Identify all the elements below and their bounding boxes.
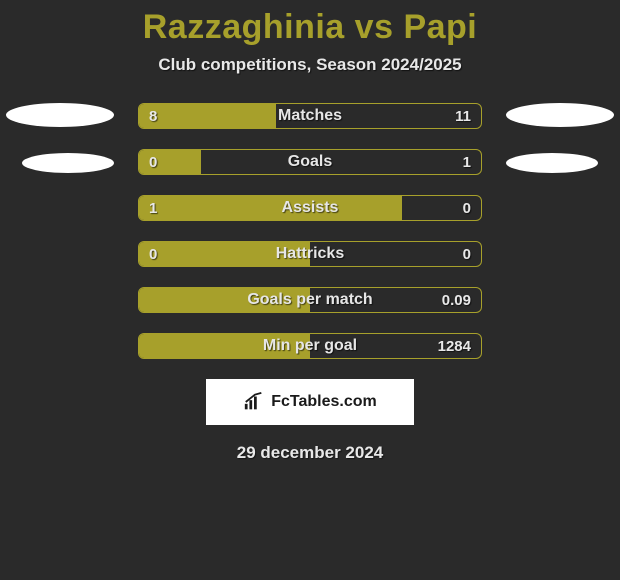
comparison-card: Razzaghinia vs Papi Club competitions, S… bbox=[0, 0, 620, 580]
value-left: 0 bbox=[149, 242, 157, 266]
site-badge: FcTables.com bbox=[206, 379, 414, 425]
site-name: FcTables.com bbox=[271, 393, 377, 411]
comparison-chart: 811Matches01Goals10Assists00Hattricks0.0… bbox=[0, 103, 620, 359]
fill-left bbox=[139, 242, 310, 266]
stat-row: 00Hattricks bbox=[138, 241, 482, 267]
stat-row: 811Matches bbox=[138, 103, 482, 129]
value-right: 0.09 bbox=[442, 288, 471, 312]
player1-badge-1 bbox=[6, 103, 114, 127]
stat-row: 10Assists bbox=[138, 195, 482, 221]
value-left: 0 bbox=[149, 150, 157, 174]
value-left: 1 bbox=[149, 196, 157, 220]
fill-left bbox=[139, 288, 310, 312]
player1-name: Razzaghinia bbox=[143, 8, 345, 46]
date-text: 29 december 2024 bbox=[0, 443, 620, 463]
subtitle: Club competitions, Season 2024/2025 bbox=[0, 55, 620, 75]
value-left: 8 bbox=[149, 104, 157, 128]
player2-badge-1 bbox=[506, 103, 614, 127]
stat-row: 01Goals bbox=[138, 149, 482, 175]
value-right: 11 bbox=[455, 104, 471, 128]
player1-badge-2 bbox=[22, 153, 114, 173]
vs-text: vs bbox=[355, 8, 394, 46]
fill-left bbox=[139, 196, 402, 220]
value-right: 0 bbox=[463, 242, 471, 266]
stat-row: 0.09Goals per match bbox=[138, 287, 482, 313]
value-right: 0 bbox=[463, 196, 471, 220]
player2-name: Papi bbox=[403, 8, 477, 46]
page-title: Razzaghinia vs Papi bbox=[0, 0, 620, 47]
player2-badge-2 bbox=[506, 153, 598, 173]
value-right: 1 bbox=[463, 150, 471, 174]
stat-row: 1284Min per goal bbox=[138, 333, 482, 359]
site-logo-icon bbox=[243, 391, 265, 413]
fill-left bbox=[139, 104, 276, 128]
value-right: 1284 bbox=[438, 334, 471, 358]
fill-left bbox=[139, 334, 310, 358]
